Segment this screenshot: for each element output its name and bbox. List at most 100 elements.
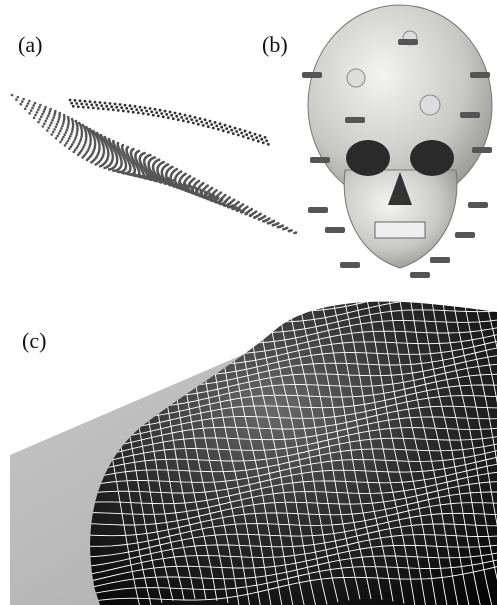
point	[184, 183, 187, 186]
point	[232, 132, 235, 135]
point	[34, 114, 37, 117]
point	[187, 120, 190, 123]
point	[202, 124, 205, 127]
point	[37, 109, 40, 112]
point	[161, 175, 164, 178]
point	[65, 131, 68, 134]
point	[74, 99, 77, 102]
point	[15, 98, 18, 101]
point	[152, 175, 155, 178]
point	[61, 138, 64, 141]
point	[76, 130, 79, 133]
point	[33, 104, 36, 107]
point	[75, 102, 78, 105]
point	[115, 106, 118, 109]
point-cloud	[11, 94, 298, 235]
point	[78, 142, 81, 145]
point	[239, 128, 242, 131]
point	[85, 139, 88, 142]
skull	[302, 5, 492, 278]
point	[245, 133, 248, 136]
point	[199, 117, 202, 120]
point	[82, 106, 85, 109]
point	[147, 113, 150, 116]
point	[56, 123, 59, 126]
point	[75, 134, 78, 137]
point	[58, 132, 61, 135]
point	[272, 224, 275, 227]
point	[49, 124, 52, 127]
point	[127, 110, 130, 113]
point	[145, 110, 148, 113]
point	[179, 113, 182, 116]
point	[122, 110, 125, 113]
point	[222, 129, 225, 132]
point	[49, 108, 52, 111]
point	[120, 106, 123, 109]
peg	[455, 232, 475, 238]
teeth	[375, 222, 425, 238]
point	[107, 108, 110, 111]
point	[250, 214, 253, 217]
point	[239, 208, 242, 211]
point	[76, 132, 79, 135]
point	[172, 179, 175, 182]
point	[53, 114, 56, 117]
point	[195, 119, 198, 122]
point	[40, 115, 43, 118]
point	[210, 123, 213, 126]
peg	[340, 262, 360, 268]
point	[142, 112, 145, 115]
point	[167, 116, 170, 119]
panel-label: (b)	[262, 32, 288, 57]
point	[99, 165, 102, 168]
point	[182, 119, 185, 122]
point	[102, 107, 105, 110]
point	[69, 99, 72, 102]
point	[72, 126, 75, 129]
point	[119, 103, 122, 106]
point	[249, 131, 252, 134]
point	[43, 110, 46, 113]
point	[258, 218, 261, 221]
point	[47, 127, 50, 130]
figure: (a) (b) (c)	[0, 0, 497, 605]
point	[217, 128, 220, 131]
point	[293, 232, 296, 235]
point	[77, 154, 80, 157]
point	[79, 99, 82, 102]
point	[240, 132, 243, 135]
point	[54, 112, 57, 115]
panel-label: (c)	[22, 328, 46, 353]
point	[139, 174, 142, 177]
peg	[310, 157, 330, 163]
point	[77, 105, 80, 108]
point	[121, 172, 124, 175]
eye-socket	[346, 140, 390, 176]
point	[22, 98, 25, 101]
point	[11, 94, 14, 97]
point	[220, 126, 223, 129]
point	[250, 135, 253, 138]
point	[52, 131, 55, 134]
point	[58, 114, 61, 117]
point	[70, 102, 73, 105]
point	[254, 216, 257, 219]
point	[68, 137, 71, 140]
point	[164, 110, 167, 113]
point	[167, 177, 170, 180]
point	[60, 127, 63, 130]
point	[95, 163, 98, 166]
marker	[347, 69, 365, 87]
point	[189, 185, 192, 188]
point	[44, 120, 47, 123]
point	[49, 110, 52, 113]
point	[267, 222, 270, 225]
point	[42, 125, 45, 128]
point	[212, 127, 215, 130]
point	[237, 134, 240, 137]
point	[160, 112, 163, 115]
point	[265, 139, 268, 142]
point	[67, 122, 70, 125]
point	[90, 103, 93, 106]
